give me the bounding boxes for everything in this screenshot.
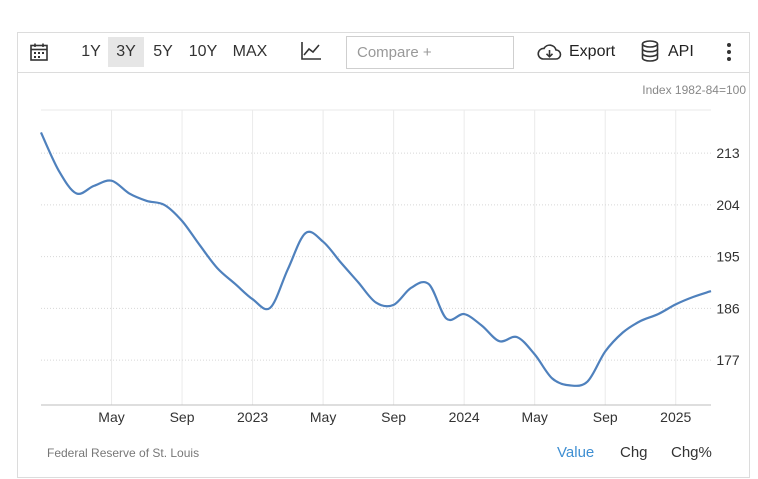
range-10y-button[interactable]: 10Y: [188, 43, 218, 60]
cloud-download-icon: [537, 44, 562, 60]
tab-chg-pct[interactable]: Chg%: [671, 444, 712, 461]
x-tick-label: 2023: [237, 409, 268, 425]
x-tick-label: Sep: [170, 409, 195, 425]
line-chart-icon[interactable]: [300, 41, 322, 61]
calendar-icon[interactable]: [29, 42, 49, 62]
range-5y-button[interactable]: 5Y: [153, 43, 173, 60]
database-icon: [641, 40, 659, 62]
x-tick-label: May: [98, 409, 124, 425]
y-tick-label: 213: [716, 145, 740, 161]
api-button[interactable]: API: [640, 37, 700, 67]
range-1y-button[interactable]: 1Y: [81, 43, 101, 60]
x-tick-label: May: [310, 409, 336, 425]
range-3y-button[interactable]: 3Y: [108, 37, 144, 67]
y-tick-label: 195: [716, 249, 740, 265]
unit-label: Index 1982-84=100: [642, 83, 746, 97]
x-tick-label: Sep: [381, 409, 406, 425]
chart-toolbar: 1Y 3Y 5Y 10Y MAX Compare + Export API: [17, 32, 750, 73]
compare-input[interactable]: Compare +: [346, 36, 514, 69]
range-max-button[interactable]: MAX: [232, 43, 268, 60]
source-credit: Federal Reserve of St. Louis: [47, 446, 200, 460]
tab-chg[interactable]: Chg: [620, 444, 648, 461]
x-tick-label: 2024: [449, 409, 480, 425]
export-button[interactable]: Export: [536, 37, 616, 67]
x-tick-label: Sep: [593, 409, 618, 425]
chart-panel: [17, 32, 750, 478]
x-tick-label: May: [521, 409, 547, 425]
more-vertical-icon[interactable]: [725, 40, 733, 64]
y-tick-label: 204: [716, 197, 740, 213]
api-label: API: [668, 43, 694, 60]
tab-value[interactable]: Value: [557, 444, 595, 461]
y-tick-label: 186: [716, 300, 740, 316]
export-label: Export: [569, 43, 616, 60]
series-line: [39, 131, 712, 387]
x-tick-label: 2025: [660, 409, 691, 425]
y-tick-label: 177: [716, 352, 740, 368]
